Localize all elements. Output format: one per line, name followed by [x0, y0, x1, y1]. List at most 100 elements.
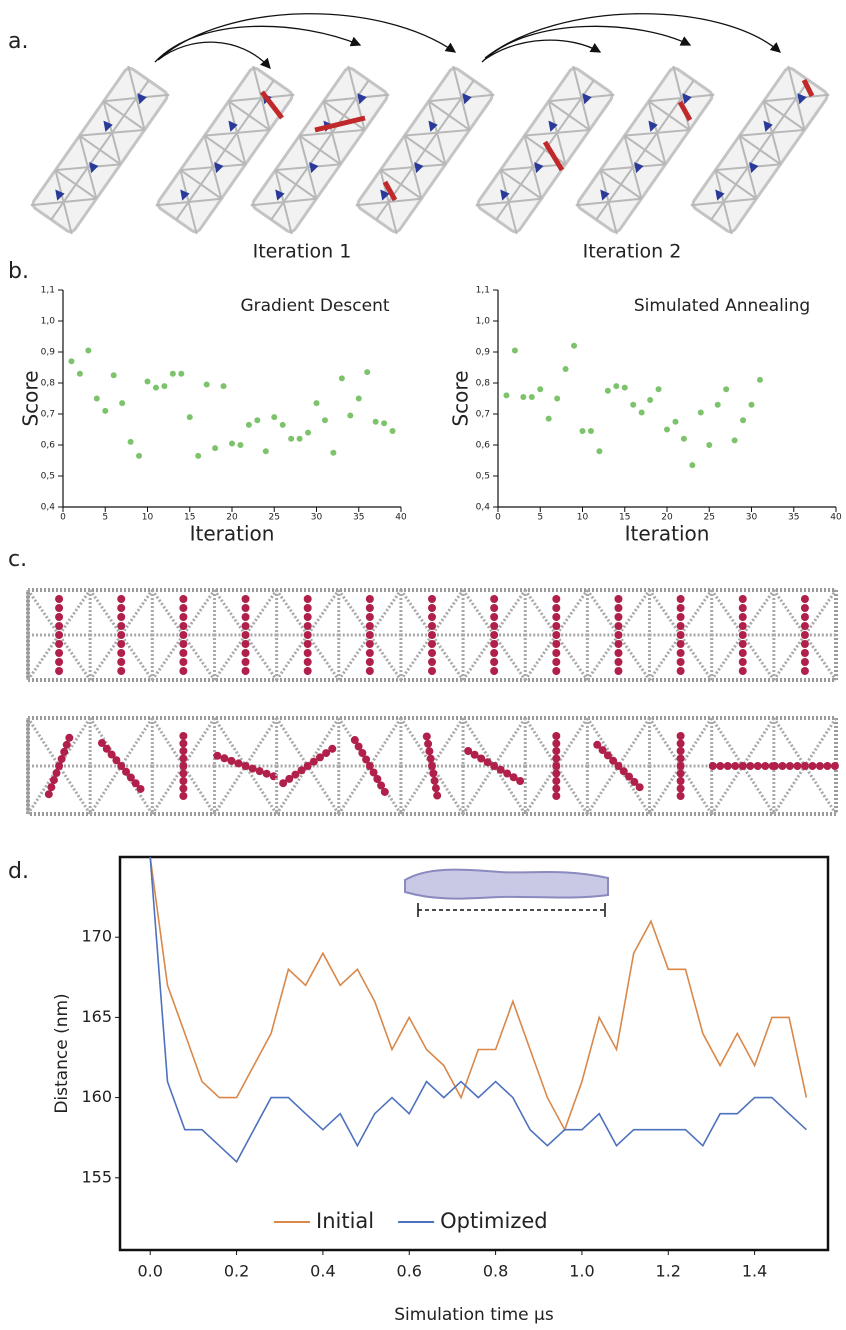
strand-bead [303, 604, 312, 612]
strand-bead [676, 631, 685, 639]
series-line [149, 856, 807, 1164]
point [68, 358, 75, 365]
strand-bead [55, 613, 64, 621]
strand-bead [241, 667, 250, 675]
strand-bead [262, 769, 271, 778]
strand-bead [496, 765, 505, 774]
strand-bead [708, 762, 717, 770]
point [554, 395, 561, 402]
strand-bead [117, 631, 126, 639]
legend-label: Initial [316, 1209, 374, 1233]
strand-bead [179, 792, 188, 800]
strand-bead [55, 762, 64, 770]
strand-bead [731, 762, 740, 770]
strand-bead [60, 747, 69, 756]
strand-bead [676, 595, 685, 603]
strand-bead [800, 649, 809, 657]
legend-label: Optimized [440, 1209, 548, 1233]
strand-bead [428, 762, 436, 770]
strand-bead [117, 595, 126, 603]
strand-bead [800, 658, 809, 666]
y-tick-label: 170 [81, 927, 112, 946]
y-tick-label: 1,1 [41, 286, 55, 296]
strand-bead [241, 613, 250, 621]
strand-bead [593, 740, 602, 749]
point [664, 426, 670, 433]
strand-bead [619, 767, 628, 776]
point [321, 417, 328, 424]
strand-bead [365, 762, 374, 770]
strand-bead [117, 613, 126, 621]
point [364, 369, 371, 376]
y-tick-label: 0,9 [476, 348, 491, 358]
strand-bead [369, 768, 378, 777]
point [119, 400, 126, 407]
strand-bead [676, 754, 685, 763]
strand-bead [738, 762, 747, 770]
point [330, 449, 337, 456]
point [381, 420, 388, 427]
strand-bead [800, 613, 809, 621]
strand-bead [179, 732, 188, 740]
strand-bead [131, 779, 140, 788]
strand-bead [761, 762, 770, 770]
strand-bead [291, 770, 300, 779]
strand-bead [614, 658, 623, 666]
point [85, 347, 92, 354]
strand-bead [97, 739, 106, 748]
structures-a [29, 13, 831, 236]
strand-bead [65, 733, 74, 742]
strand-bead [676, 769, 685, 778]
point [178, 370, 185, 377]
strand-bead [179, 604, 188, 612]
strand-bead [552, 739, 561, 748]
structures-c [26, 588, 839, 816]
strand-bead [598, 746, 607, 755]
point [229, 440, 235, 447]
strand-bead [477, 754, 486, 763]
strand-bead [676, 604, 685, 612]
strand-bead [614, 595, 623, 603]
point [697, 409, 704, 416]
strand-bead [738, 658, 747, 666]
y-tick-label: 1,0 [476, 317, 491, 327]
strand-bead [179, 747, 188, 755]
point [76, 370, 83, 377]
y-axis-label: Score [449, 370, 473, 426]
strand-bead [179, 658, 188, 666]
point [220, 383, 227, 390]
x-tick-label: 30 [311, 513, 323, 523]
point [571, 342, 578, 349]
strand-bead [676, 792, 685, 800]
strand-bead [785, 762, 794, 770]
strand-bead [365, 631, 374, 639]
series-line [149, 856, 808, 1132]
x-tick-label: 0 [495, 513, 501, 523]
point [613, 383, 620, 390]
x-tick-label: 35 [353, 513, 364, 523]
point [520, 393, 527, 400]
y-tick-label: 155 [81, 1167, 112, 1186]
x-tick-label: 0 [60, 513, 66, 523]
x-tick-label: 1.4 [742, 1262, 767, 1281]
point [110, 372, 117, 379]
point [596, 448, 603, 455]
strand-bead [800, 631, 809, 639]
strand-bead [255, 767, 264, 776]
point [723, 386, 730, 393]
strand-bead [738, 631, 747, 639]
strand-bead [430, 776, 439, 785]
x-tick-label: 1.0 [569, 1262, 594, 1281]
strand-bead [614, 667, 623, 675]
strand-bead [552, 613, 561, 621]
strand-bead [552, 762, 561, 770]
x-tick-label: 20 [226, 513, 238, 523]
strand-bead [614, 762, 623, 770]
strand-bead [350, 736, 359, 745]
lattice-frame [26, 588, 838, 682]
caption: Iteration 2 [583, 241, 682, 263]
strand-bead [808, 762, 817, 770]
x-axis-label: Iteration [625, 522, 710, 546]
point [714, 401, 721, 408]
y-tick-label: 0,7 [476, 410, 490, 420]
